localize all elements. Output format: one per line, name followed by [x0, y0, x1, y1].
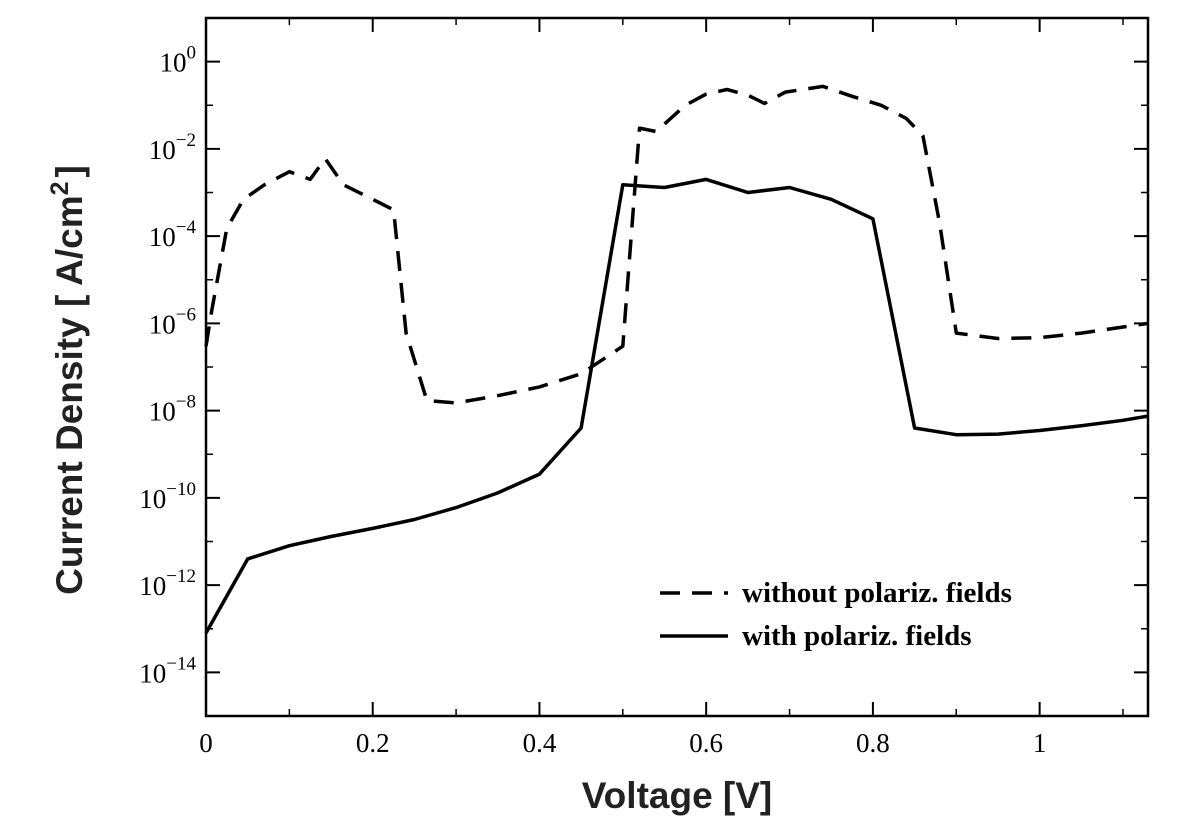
- y-tick-label: 10−4: [149, 217, 197, 252]
- y-tick-label: 10−6: [149, 304, 196, 339]
- y-tick-base: 10: [149, 309, 176, 339]
- y-axis-title: Current Density [ A/cm2]: [46, 165, 90, 595]
- x-tick-label: 0: [199, 728, 213, 758]
- plot-frame: [204, 16, 1150, 718]
- y-tick-label: 10−2: [149, 130, 196, 165]
- y-tick-label: 10−8: [149, 392, 196, 427]
- y-tick-base: 10: [149, 135, 176, 165]
- series-layer: [204, 84, 1149, 634]
- x-axis-title: Voltage [V]: [582, 775, 773, 816]
- y-tick-base: 10: [149, 222, 176, 252]
- y-tick-base: 10: [139, 484, 166, 514]
- x-axis-ticks: 0 0.2 0.4 0.6 0.8 1: [199, 18, 1046, 758]
- y-tick-exponent: −6: [176, 304, 196, 325]
- x-tick-label: 0.4: [523, 728, 557, 758]
- y-tick-exponent: −2: [176, 130, 196, 151]
- y-tick-exponent: −10: [166, 479, 196, 500]
- y-tick-exponent: −8: [176, 392, 196, 413]
- x-tick-label: 0.8: [856, 728, 890, 758]
- y-tick-base: 10: [139, 658, 166, 688]
- x-tick-label: 0.6: [689, 728, 723, 758]
- y-tick-exponent: −12: [166, 566, 196, 587]
- x-tick-label: 1: [1033, 728, 1047, 758]
- y-tick-label: 10−10: [139, 479, 196, 514]
- y-axis-title-end: ]: [49, 165, 90, 177]
- y-axis-title-main: Current Density [ A/cm: [49, 195, 90, 595]
- y-axis-title-sup: 2: [46, 181, 74, 195]
- legend: without polariz. fields with polariz. fi…: [660, 577, 1012, 652]
- y-tick-exponent: −14: [166, 653, 196, 674]
- y-tick-label: 10−14: [139, 653, 196, 688]
- y-tick-base: 10: [149, 397, 176, 427]
- y-tick-base: 10: [160, 48, 187, 78]
- y-tick-exponent: 0: [187, 43, 197, 64]
- y-tick-label: 10−12: [139, 566, 196, 601]
- y-tick-label: 100: [160, 43, 197, 78]
- y-tick-exponent: −4: [176, 217, 197, 238]
- series-line-without-polariz: [204, 84, 1149, 405]
- series-line-with-polariz: [204, 177, 1149, 634]
- y-tick-base: 10: [139, 571, 166, 601]
- legend-label-with-polariz: with polariz. fields: [742, 620, 972, 652]
- legend-label-without-polariz: without polariz. fields: [742, 577, 1012, 609]
- minor-ticks: [206, 18, 1148, 716]
- x-tick-label: 0.2: [356, 728, 390, 758]
